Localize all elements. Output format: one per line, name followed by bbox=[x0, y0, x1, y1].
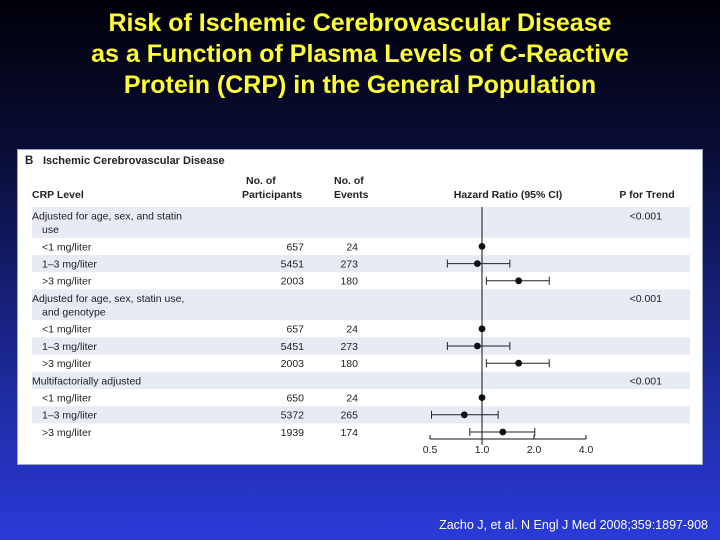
participants-value: 5372 bbox=[281, 410, 305, 422]
events-value: 180 bbox=[340, 276, 358, 288]
row-band bbox=[32, 207, 690, 238]
group-label: Adjusted for age, sex, and statin bbox=[32, 211, 182, 223]
p-trend-value: <0.001 bbox=[630, 375, 663, 387]
crp-level-label: 1–3 mg/liter bbox=[42, 341, 97, 353]
row-band bbox=[32, 406, 690, 424]
group-label: Multifactorially adjusted bbox=[32, 375, 141, 387]
slide-title-line: as a Function of Plasma Levels of C-Reac… bbox=[91, 40, 629, 68]
events-value: 24 bbox=[346, 393, 358, 405]
crp-level-label: 1–3 mg/liter bbox=[42, 259, 97, 271]
row-band bbox=[32, 289, 690, 321]
hr-point bbox=[515, 277, 523, 285]
hr-point bbox=[473, 342, 481, 350]
crp-level-label: <1 mg/liter bbox=[42, 324, 92, 336]
participants-value: 2003 bbox=[281, 358, 305, 370]
slide-title-line: Protein (CRP) in the General Population bbox=[123, 71, 597, 99]
crp-level-label: >3 mg/liter bbox=[42, 358, 92, 370]
x-axis-tick-label: 0.5 bbox=[423, 444, 438, 456]
events-header: Events bbox=[334, 189, 369, 201]
crp-level-header: CRP Level bbox=[32, 189, 84, 201]
participants-value: 657 bbox=[286, 241, 304, 253]
crp-level-label: 1–3 mg/liter bbox=[42, 410, 97, 422]
participants-header: Participants bbox=[242, 189, 302, 201]
participants-value: 5451 bbox=[281, 259, 305, 271]
group-label: and genotype bbox=[42, 307, 106, 319]
participants-value: 5451 bbox=[281, 341, 305, 353]
participants-value: 2003 bbox=[281, 276, 305, 288]
events-header: No. of bbox=[334, 175, 364, 187]
hr-point bbox=[478, 394, 486, 401]
events-value: 265 bbox=[340, 410, 358, 422]
p-trend-value: <0.001 bbox=[630, 293, 663, 305]
participants-value: 657 bbox=[286, 324, 304, 336]
slide-title-line: Risk of Ischemic Cerebrovascular Disease bbox=[108, 9, 612, 37]
citation: Zacho J, et al. N Engl J Med 2008;359:18… bbox=[439, 518, 708, 532]
events-value: 273 bbox=[340, 341, 358, 353]
participants-value: 650 bbox=[286, 393, 304, 405]
group-label: Adjusted for age, sex, statin use, bbox=[32, 293, 184, 305]
crp-level-label: <1 mg/liter bbox=[42, 241, 92, 253]
hr-point bbox=[460, 411, 468, 419]
x-axis-tick-label: 2.0 bbox=[527, 444, 542, 456]
p-trend-header: P for Trend bbox=[619, 189, 674, 201]
panel-label: B bbox=[25, 155, 33, 167]
x-axis-tick-label: 4.0 bbox=[579, 444, 594, 456]
events-value: 174 bbox=[340, 427, 358, 439]
participants-value: 1939 bbox=[281, 427, 305, 439]
hr-point bbox=[473, 260, 481, 267]
crp-level-label: >3 mg/liter bbox=[42, 276, 92, 288]
events-value: 273 bbox=[340, 259, 358, 271]
x-axis-tick-label: 1.0 bbox=[475, 444, 490, 456]
events-value: 180 bbox=[340, 358, 358, 370]
events-value: 24 bbox=[346, 324, 358, 336]
group-label: use bbox=[42, 224, 59, 236]
participants-header: No. of bbox=[246, 175, 276, 187]
crp-level-label: >3 mg/liter bbox=[42, 427, 92, 439]
row-band bbox=[32, 371, 690, 389]
events-value: 24 bbox=[346, 241, 358, 253]
slide-title: Risk of Ischemic Cerebrovascular Disease… bbox=[0, 8, 720, 101]
crp-level-label: <1 mg/liter bbox=[42, 393, 92, 405]
hr-point bbox=[515, 359, 523, 367]
forest-plot-svg: B Ischemic Cerebrovascular Disease No. of P… bbox=[25, 155, 690, 456]
row-band bbox=[32, 255, 690, 273]
hr-point bbox=[478, 243, 486, 250]
hazard-ratio-header: Hazard Ratio (95% CI) bbox=[454, 189, 563, 201]
hr-point bbox=[478, 325, 486, 333]
forest-plot-panel: B Ischemic Cerebrovascular Disease No. of P… bbox=[17, 149, 703, 465]
row-band bbox=[32, 337, 690, 355]
p-trend-value: <0.001 bbox=[630, 211, 663, 223]
panel-title: Ischemic Cerebrovascular Disease bbox=[43, 155, 225, 167]
hr-point bbox=[499, 428, 507, 436]
